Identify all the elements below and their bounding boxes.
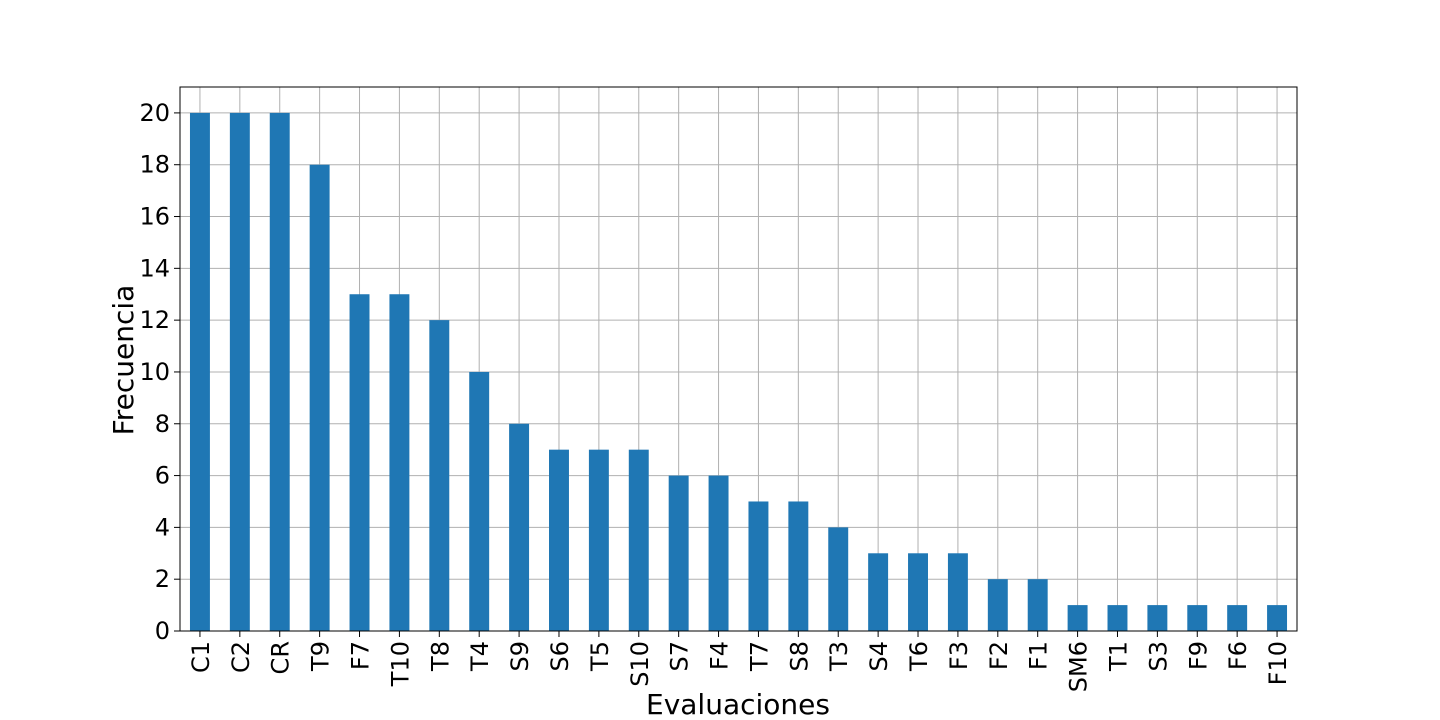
bar-C1	[189, 112, 210, 631]
x-tick-label: T6	[905, 641, 933, 672]
bar-T6	[908, 553, 928, 631]
x-tick-label: C2	[227, 641, 255, 673]
x-tick-label: S3	[1144, 641, 1172, 672]
bar-F9	[1187, 605, 1208, 631]
y-tick-label: 0	[155, 617, 170, 645]
y-tick-label: 2	[155, 565, 170, 593]
bars	[189, 112, 1288, 631]
bar-SM6	[1067, 605, 1088, 631]
plot-frame	[179, 86, 1298, 632]
bar-T7	[748, 501, 769, 631]
bar-T4	[469, 371, 490, 631]
x-tick-label: S7	[666, 641, 694, 672]
x-tick-label: T4	[466, 641, 494, 672]
x-tick-label: T10	[386, 641, 414, 687]
y-tick-label: 6	[155, 462, 170, 490]
bar-S8	[788, 501, 809, 631]
x-tick-label: T9	[307, 641, 335, 672]
bar-T8	[429, 320, 450, 631]
grid-lines	[180, 87, 1297, 632]
bar-T10	[389, 294, 410, 631]
x-axis-label: Evaluaciones	[646, 688, 830, 720]
bar-S9	[509, 423, 530, 631]
x-tick-label: T1	[1104, 641, 1132, 672]
y-axis-label: Frecuencia	[107, 285, 140, 436]
y-tick-label: 4	[155, 513, 170, 541]
y-axis-ticks: 0 2 4 6 8 10 12 14 16 18 20	[139, 99, 180, 645]
x-tick-label: CR	[267, 641, 295, 674]
bar-S10	[628, 449, 649, 631]
bar-T3	[828, 527, 849, 631]
y-tick-label: 12	[139, 306, 170, 334]
x-tick-label: T8	[426, 641, 454, 672]
bar-F10	[1267, 605, 1288, 631]
bar-S7	[668, 475, 689, 631]
y-tick-label: 20	[139, 99, 170, 127]
bar-F7	[349, 294, 370, 631]
x-tick-label: S6	[546, 641, 574, 672]
x-tick-label: F9	[1184, 641, 1212, 670]
bar-F2	[987, 579, 1008, 631]
y-tick-label: 8	[155, 410, 170, 438]
x-tick-label: T5	[586, 641, 614, 672]
x-tick-label: SM6	[1065, 641, 1093, 692]
bar-T9	[309, 164, 330, 631]
x-tick-label: S8	[785, 641, 813, 672]
bar-CR	[269, 112, 290, 631]
bar-F3	[947, 553, 968, 631]
x-tick-label: T7	[745, 641, 773, 672]
x-tick-label: F10	[1264, 641, 1292, 685]
y-tick-label: 16	[139, 203, 170, 231]
x-tick-label: S10	[626, 641, 654, 687]
bar-F6	[1227, 605, 1248, 631]
x-tick-label: T3	[825, 641, 853, 672]
y-tick-label: 14	[139, 254, 170, 282]
x-tick-label: F6	[1224, 641, 1252, 670]
bar-T5	[588, 449, 609, 631]
x-tick-label: F2	[985, 641, 1013, 670]
bar-F4	[708, 475, 729, 631]
x-tick-label: F3	[945, 641, 973, 670]
bar-S4	[868, 553, 889, 631]
x-tick-label: S9	[506, 641, 534, 672]
y-tick-label: 10	[139, 358, 170, 386]
x-axis-ticks: C1 C2 CR T9 F7 T10 T8 T4 S9 S6 T5 S10 S7 F4 T7 S8 T3 S4 T6…	[187, 631, 1292, 692]
bar-C2	[229, 112, 250, 631]
bar-T1	[1107, 605, 1128, 631]
x-tick-label: C1	[187, 641, 215, 673]
bar-S3	[1147, 605, 1168, 631]
x-tick-label: F1	[1025, 641, 1053, 670]
x-tick-label: F4	[706, 641, 734, 670]
x-tick-label: F7	[347, 641, 375, 670]
bar-F1	[1027, 579, 1048, 631]
bar-S6	[549, 449, 569, 631]
x-tick-label: S4	[865, 641, 893, 672]
y-tick-label: 18	[139, 151, 170, 179]
